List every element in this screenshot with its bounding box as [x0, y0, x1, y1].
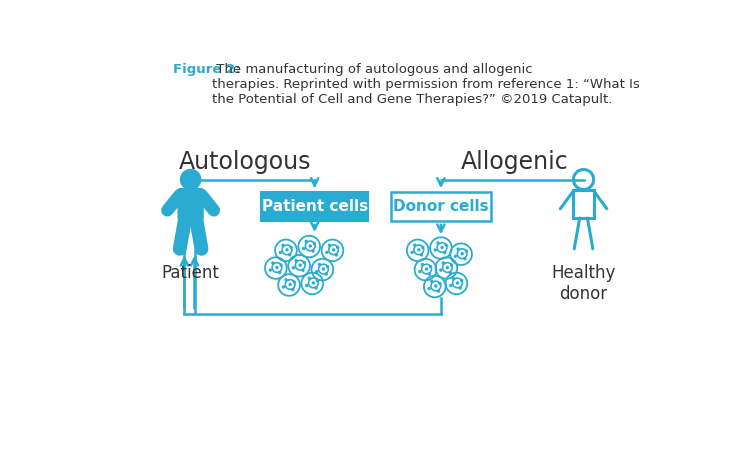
- Circle shape: [430, 280, 433, 283]
- Circle shape: [454, 255, 457, 257]
- Circle shape: [442, 262, 444, 264]
- Circle shape: [290, 284, 291, 285]
- Circle shape: [326, 273, 327, 275]
- Circle shape: [461, 253, 464, 255]
- Circle shape: [309, 245, 311, 247]
- Circle shape: [314, 243, 315, 244]
- Circle shape: [279, 252, 281, 253]
- Circle shape: [305, 240, 308, 243]
- Circle shape: [437, 290, 440, 292]
- Text: Autologous: Autologous: [178, 150, 311, 174]
- Circle shape: [279, 272, 280, 274]
- Circle shape: [286, 249, 288, 251]
- Circle shape: [319, 264, 320, 266]
- Circle shape: [296, 260, 297, 261]
- Circle shape: [337, 247, 338, 248]
- Circle shape: [419, 270, 421, 273]
- Circle shape: [422, 264, 424, 266]
- Circle shape: [464, 258, 466, 260]
- Circle shape: [332, 249, 334, 251]
- Circle shape: [328, 244, 331, 246]
- Circle shape: [459, 287, 461, 289]
- FancyBboxPatch shape: [178, 188, 204, 220]
- Circle shape: [322, 268, 325, 270]
- Circle shape: [292, 288, 294, 291]
- Circle shape: [315, 287, 317, 289]
- Circle shape: [290, 247, 292, 248]
- Circle shape: [283, 286, 284, 288]
- Circle shape: [458, 248, 459, 250]
- Circle shape: [272, 262, 274, 264]
- Circle shape: [299, 264, 302, 266]
- Circle shape: [289, 254, 291, 256]
- Circle shape: [302, 248, 304, 249]
- Circle shape: [428, 273, 430, 275]
- Circle shape: [452, 277, 454, 279]
- Circle shape: [441, 247, 443, 248]
- Text: Healthy
donor: Healthy donor: [551, 264, 616, 303]
- Text: Patient cells: Patient cells: [262, 199, 368, 214]
- Circle shape: [335, 254, 338, 256]
- Circle shape: [449, 272, 452, 274]
- Circle shape: [326, 266, 328, 268]
- Circle shape: [437, 242, 439, 244]
- Circle shape: [302, 269, 304, 271]
- Circle shape: [465, 250, 467, 252]
- Circle shape: [308, 277, 310, 279]
- Circle shape: [430, 266, 431, 268]
- Circle shape: [269, 269, 272, 271]
- Circle shape: [312, 250, 314, 252]
- Text: Patient: Patient: [162, 264, 220, 282]
- Circle shape: [411, 252, 413, 253]
- Text: Donor cells: Donor cells: [393, 199, 489, 214]
- Circle shape: [450, 284, 452, 287]
- Circle shape: [303, 262, 305, 264]
- Circle shape: [446, 244, 447, 246]
- Circle shape: [435, 285, 436, 287]
- Circle shape: [292, 267, 295, 269]
- Circle shape: [451, 264, 452, 266]
- Circle shape: [414, 244, 416, 246]
- Circle shape: [285, 279, 287, 281]
- Circle shape: [440, 269, 442, 271]
- Circle shape: [326, 252, 328, 253]
- Circle shape: [282, 244, 284, 246]
- FancyBboxPatch shape: [392, 192, 490, 221]
- FancyBboxPatch shape: [261, 192, 368, 221]
- Circle shape: [280, 264, 282, 266]
- Circle shape: [306, 284, 308, 287]
- Circle shape: [444, 252, 446, 253]
- Circle shape: [418, 249, 420, 251]
- Text: Figure 2:: Figure 2:: [172, 63, 240, 76]
- Circle shape: [434, 249, 436, 251]
- Circle shape: [457, 282, 458, 284]
- Circle shape: [313, 282, 314, 284]
- Circle shape: [181, 170, 201, 189]
- Circle shape: [316, 270, 318, 273]
- Circle shape: [293, 281, 296, 283]
- Circle shape: [422, 247, 424, 248]
- Text: The manufacturing of autologous and allogenic
therapies. Reprinted with permissi: The manufacturing of autologous and allo…: [212, 63, 640, 106]
- Circle shape: [316, 279, 319, 281]
- Circle shape: [460, 279, 463, 281]
- Text: Allogenic: Allogenic: [460, 150, 568, 174]
- Circle shape: [425, 268, 427, 270]
- Circle shape: [439, 283, 441, 284]
- Circle shape: [276, 266, 278, 269]
- Circle shape: [428, 288, 430, 289]
- Bar: [573, 190, 595, 218]
- Circle shape: [446, 266, 448, 269]
- Circle shape: [421, 254, 422, 256]
